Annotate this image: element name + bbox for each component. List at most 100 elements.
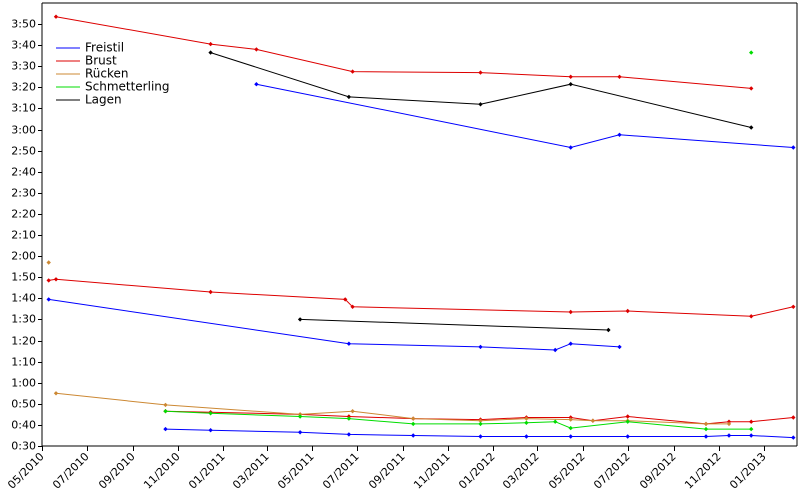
y-tick-label: 0:40 [11,419,36,432]
data-point [625,434,630,439]
data-point [208,411,213,416]
data-point [791,415,796,420]
data-point [350,69,355,74]
y-tick-label: 1:30 [11,313,36,326]
y-tick-label: 3:30 [11,60,36,73]
series-rücken [46,260,732,427]
data-point [749,426,754,432]
data-point [208,41,213,47]
data-point [703,426,709,432]
y-tick-label: 0:50 [11,398,36,411]
series-line [256,83,794,149]
data-point [568,74,573,79]
series-line [165,410,752,430]
data-point [297,317,303,322]
data-point [568,425,573,431]
data-point [53,277,59,282]
data-point [524,416,529,421]
data-point [749,125,754,130]
data-point [524,434,529,439]
data-point [53,14,59,19]
data-point [478,421,483,427]
y-tick-label: 1:00 [11,377,36,390]
data-point [350,304,355,309]
legend-label: Lagen [85,93,122,107]
data-point [478,70,483,75]
series-schmetterling [163,50,754,432]
series-lagen [208,50,754,333]
data-point [791,145,796,150]
data-point [625,308,630,314]
data-point [478,434,483,439]
series-brust [46,14,796,427]
y-tick-label: 0:30 [11,440,36,453]
data-point [208,289,213,295]
data-point [703,434,709,439]
y-tick-label: 3:10 [11,102,36,115]
data-point [726,421,732,427]
data-point [208,428,213,433]
data-point [553,347,558,353]
data-point [749,314,754,319]
data-point [346,94,352,100]
data-point [297,414,303,419]
data-point [726,433,732,438]
data-point [625,419,630,424]
data-point [568,82,573,87]
legend-label: Freistil [85,41,124,55]
data-point [749,50,754,55]
data-point [524,420,529,425]
y-tick-label: 2:10 [11,229,36,242]
data-point [346,432,352,437]
y-tick-label: 1:20 [11,335,36,348]
series-line [55,392,729,425]
data-point [749,86,754,91]
data-point [254,47,259,52]
data-point [478,102,483,107]
series-line [55,16,752,89]
data-point [346,341,352,346]
series-line [165,410,794,425]
y-tick-label: 2:20 [11,208,36,221]
data-point [553,419,558,424]
data-point [343,297,348,302]
data-point [208,50,213,55]
data-point [617,344,622,350]
y-tick-label: 2:50 [11,145,36,158]
data-point [350,409,355,414]
data-point [590,418,596,423]
data-point [46,260,51,265]
data-point [478,418,483,423]
data-point [53,391,59,396]
data-point [163,426,168,432]
legend-label: Brust [85,54,117,68]
data-point [411,416,416,421]
data-point [254,82,259,87]
legend-label: Rücken [85,67,129,81]
data-point [411,421,416,427]
series-line [48,298,620,351]
data-point [346,416,352,421]
data-point [749,419,754,424]
data-point [617,74,622,79]
legend-label: Schmetterling [85,80,170,94]
y-tick-label: 2:00 [11,250,36,263]
data-point [568,417,573,422]
data-point [791,304,796,309]
data-point [46,278,51,283]
data-point [703,421,709,427]
data-point [749,433,754,438]
y-tick-label: 3:00 [11,124,36,137]
y-tick-label: 1:10 [11,356,36,369]
series-line [300,318,609,331]
data-point [297,430,303,435]
plot-area [46,14,796,440]
series-freistil [46,82,796,440]
data-point [163,409,168,414]
data-point [46,297,51,302]
y-tick-label: 1:40 [11,292,36,305]
data-point [568,434,573,439]
data-point [478,344,483,350]
